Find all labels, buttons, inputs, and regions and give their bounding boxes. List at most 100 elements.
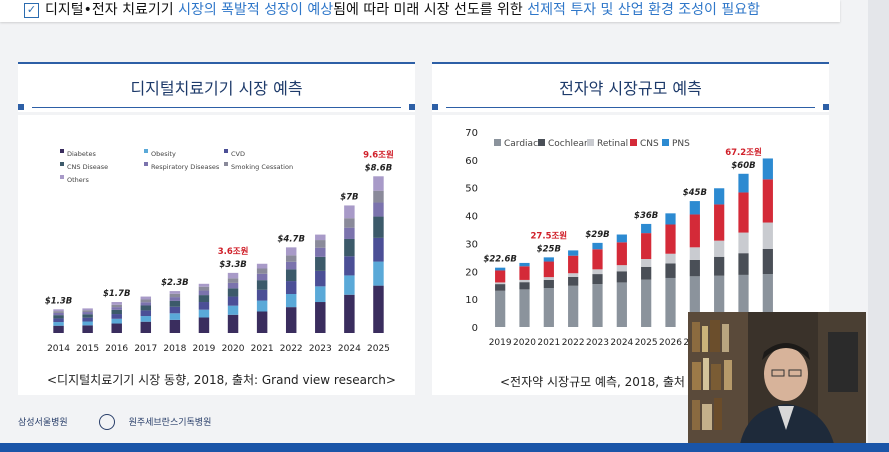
x-tick-label: 2019 (193, 344, 216, 354)
bar-segment (256, 289, 268, 301)
bar-segment (373, 190, 384, 203)
bar-segment (568, 285, 579, 327)
bar-segment (665, 277, 676, 327)
bar-segment (762, 179, 773, 223)
bar-segment (543, 288, 554, 327)
legend-label: CVD (231, 150, 245, 158)
data-label-krw: 3.6조원 (218, 246, 249, 257)
bar-segment (140, 299, 152, 303)
bar-segment (543, 277, 554, 280)
bar-segment (495, 290, 506, 327)
right-sidebar (868, 0, 889, 452)
bar-segment (543, 261, 554, 278)
data-label: $25B (537, 244, 561, 254)
legend-label: Respiratory Diseases (151, 163, 220, 171)
bar-segment (111, 318, 122, 324)
right-panel-header: 전자약 시장규모 예측 (432, 62, 829, 112)
bar-segment (568, 255, 579, 274)
bar-segment (285, 255, 297, 262)
bar-segment (82, 321, 93, 326)
bar-segment (285, 307, 297, 333)
bar-segment (344, 238, 355, 257)
title-underline (32, 107, 401, 108)
bar-segment (140, 305, 152, 311)
bar-segment (495, 284, 506, 291)
bar-segment (495, 270, 506, 283)
bar-segment (738, 192, 749, 233)
legend-label: Others (67, 176, 89, 184)
data-label: $60B (731, 161, 755, 171)
bar-segment (519, 262, 530, 267)
bar-segment (592, 269, 603, 275)
bar-segment (140, 321, 152, 333)
bar-segment (227, 296, 239, 306)
legend-swatch (224, 149, 228, 153)
bar-segment (592, 242, 603, 250)
bar-segment (315, 270, 326, 287)
bar-segment (111, 323, 122, 333)
legend-swatch (662, 139, 669, 146)
bar-segment (665, 213, 676, 225)
bar-segment (592, 284, 603, 327)
bar-segment (227, 272, 239, 279)
headline-text-1: 디지털•전자 치료기기 (45, 2, 179, 18)
legend-swatch (224, 162, 228, 166)
y-tick-label: 0 (472, 323, 478, 334)
bar-segment (762, 222, 773, 249)
x-tick-label: 2015 (76, 344, 99, 354)
legend-label: Cochlear (548, 139, 588, 149)
bar-segment (373, 261, 384, 286)
bar-segment (82, 317, 93, 322)
x-tick-label: 2022 (280, 344, 303, 354)
x-tick-label: 2021 (251, 344, 274, 354)
bar-segment (227, 288, 239, 297)
bar-segment (285, 247, 297, 256)
bar-segment (738, 173, 749, 193)
bar-segment (82, 308, 93, 311)
bar-segment (285, 281, 297, 295)
y-tick-label: 20 (465, 267, 478, 278)
legend-label: Cardiac (504, 139, 538, 149)
x-tick-label: 2018 (163, 344, 186, 354)
right-chart-caption: <전자약 시장규모 예측, 2018, 출처 (500, 375, 685, 389)
bar-segment (111, 309, 122, 315)
bar-segment (495, 282, 506, 285)
samsung-hospital-logo: 삼성서울병원 (18, 417, 68, 428)
x-tick-label: 2024 (338, 344, 361, 354)
y-tick-label: 60 (465, 156, 478, 167)
data-label: $7B (340, 192, 358, 202)
checkbox-checked-icon: ✓ (24, 3, 39, 18)
data-label-krw: 67.2조원 (725, 147, 762, 158)
bar-segment (256, 311, 268, 333)
wonju-severance-logo: 원주세브란스기독병원 (98, 414, 226, 430)
x-tick-label: 2016 (105, 344, 128, 354)
bar-segment (344, 218, 355, 228)
data-label: $29B (585, 230, 609, 240)
legend-swatch (60, 162, 64, 166)
underline-dot (432, 104, 438, 110)
y-tick-label: 70 (465, 128, 478, 139)
y-tick-label: 30 (465, 239, 478, 250)
bar-segment (495, 267, 506, 271)
bottom-taskbar (0, 443, 889, 452)
bar-segment (256, 273, 268, 281)
data-label-krw: 9.6조원 (363, 149, 394, 160)
bar-segment (714, 204, 725, 241)
bar-segment (82, 312, 93, 315)
legend-swatch (144, 162, 148, 166)
bar-segment (592, 249, 603, 270)
bar-segment (738, 232, 749, 254)
legend-swatch (630, 139, 637, 146)
x-tick-label: 2019 (489, 338, 512, 348)
data-label: $8.6B (365, 163, 392, 173)
legend-label: Obesity (151, 150, 176, 158)
bar-segment (689, 259, 700, 277)
x-tick-label: 2021 (537, 338, 560, 348)
bar-segment (762, 249, 773, 275)
underline-dot (409, 104, 415, 110)
bar-segment (111, 307, 122, 310)
hospital-emblem-icon (98, 414, 115, 430)
bar-segment (227, 314, 239, 333)
bar-segment (82, 314, 93, 318)
bar-segment (198, 286, 210, 291)
